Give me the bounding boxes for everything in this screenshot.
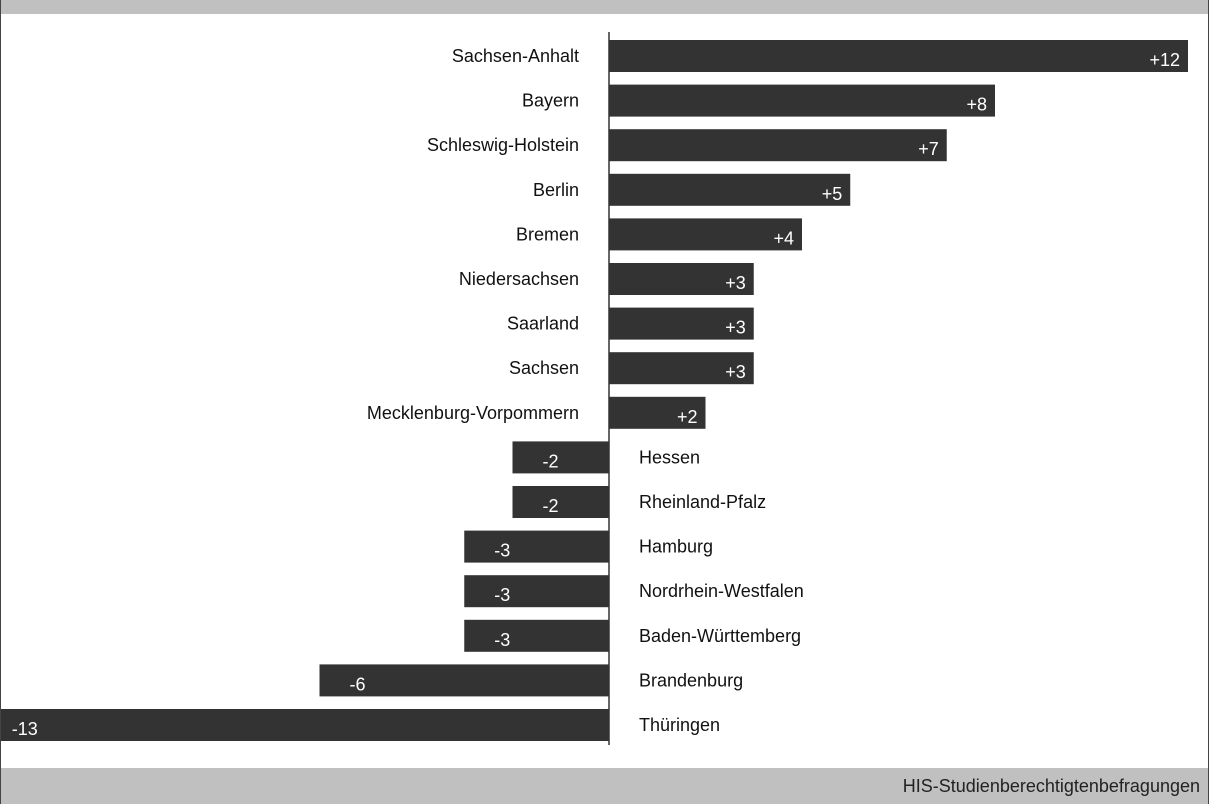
top-band (1, 0, 1208, 14)
value-label-5: +3 (725, 273, 746, 293)
category-label-2: Schleswig-Holstein (427, 135, 579, 155)
value-label-11: -3 (494, 541, 510, 561)
category-label-0: Sachsen-Anhalt (452, 46, 579, 66)
value-label-2: +7 (918, 139, 939, 159)
bar-15 (1, 709, 609, 741)
category-label-12: Nordrhein-Westfalen (639, 581, 804, 601)
bar-1 (609, 84, 995, 117)
bar-6 (609, 307, 754, 340)
category-label-9: Hessen (639, 447, 700, 467)
value-label-10: -2 (543, 496, 559, 516)
category-label-14: Brandenburg (639, 670, 743, 690)
value-label-14: -6 (350, 674, 366, 694)
source-label: HIS-Studienberechtigtenbefragungen (902, 776, 1200, 796)
category-label-7: Sachsen (509, 358, 579, 378)
footer-band: HIS-Studienberechtigtenbefragungen (1, 768, 1208, 804)
value-label-7: +3 (725, 362, 746, 382)
value-label-9: -2 (543, 451, 559, 471)
category-label-11: Hamburg (639, 537, 713, 557)
value-label-15: -13 (12, 719, 38, 739)
value-label-13: -3 (494, 630, 510, 650)
bar-9 (512, 441, 609, 474)
bar-13 (464, 619, 609, 652)
category-label-5: Niedersachsen (459, 269, 579, 289)
bar-10 (512, 486, 609, 518)
category-label-1: Bayern (522, 91, 579, 111)
bar-11 (464, 530, 609, 563)
bar-14 (319, 664, 609, 697)
category-label-8: Mecklenburg-Vorpommern (367, 403, 579, 423)
category-label-6: Saarland (507, 314, 579, 334)
value-label-1: +8 (966, 95, 987, 115)
value-label-8: +2 (677, 407, 698, 427)
category-label-3: Berlin (533, 180, 579, 200)
bar-0 (609, 40, 1188, 72)
bar-8 (609, 396, 706, 429)
bar-3 (609, 173, 851, 206)
bar-5 (609, 263, 754, 295)
category-label-15: Thüringen (639, 715, 720, 735)
value-label-3: +5 (822, 184, 843, 204)
bar-12 (464, 575, 609, 608)
category-label-13: Baden-Württemberg (639, 626, 801, 646)
bar-2 (609, 129, 947, 162)
bar-4 (609, 218, 802, 251)
value-label-0: +12 (1149, 50, 1180, 70)
value-label-4: +4 (773, 228, 794, 248)
bar-chart: +12 Sachsen-Anhalt +8 Bayern +7 Schleswig-Hol… (1, 32, 1188, 745)
value-label-12: -3 (494, 585, 510, 605)
value-label-6: +3 (725, 318, 746, 338)
bar-7 (609, 352, 754, 385)
category-label-4: Bremen (516, 224, 579, 244)
category-label-10: Rheinland-Pfalz (639, 492, 766, 512)
